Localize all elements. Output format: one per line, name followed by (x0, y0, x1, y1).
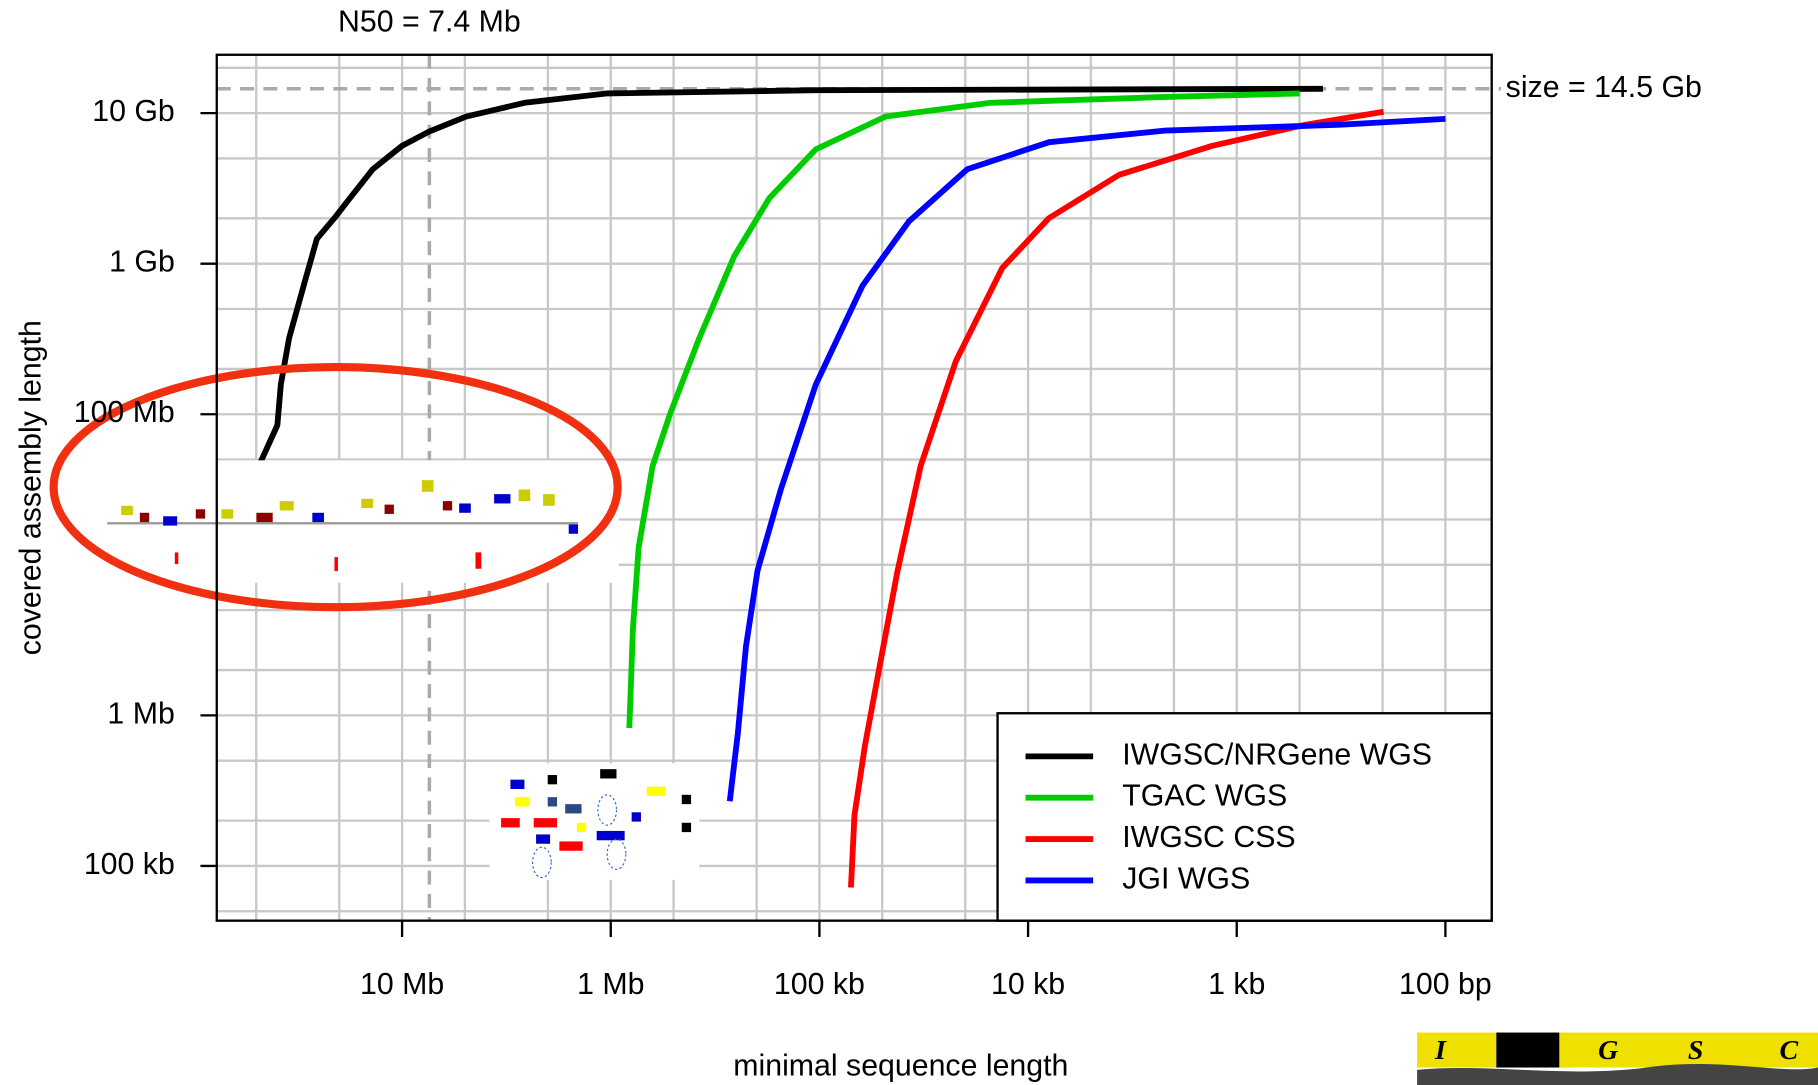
overlay (49, 363, 700, 880)
feature (139, 512, 150, 523)
feature (442, 501, 453, 511)
logo-letter: I (1434, 1035, 1447, 1066)
feature (459, 503, 471, 513)
block (576, 822, 587, 833)
block (547, 797, 558, 807)
feature (174, 552, 179, 565)
legend-label: JGI WGS (1122, 862, 1250, 895)
logo-box (1496, 1032, 1560, 1068)
block (600, 769, 617, 779)
mark-circle (531, 846, 552, 879)
n50-label: N50 = 7.4 Mb (338, 5, 521, 38)
logo-band (1417, 1032, 1818, 1068)
y-axis-title: covered assembly length (15, 320, 48, 655)
scaffold-blocks (501, 769, 692, 879)
feature (163, 516, 178, 526)
feature (279, 501, 294, 511)
legend-label: TGAC WGS (1122, 780, 1287, 813)
y-tick-label: 1 Mb (107, 697, 174, 730)
size-label: size = 14.5 Gb (1506, 71, 1702, 104)
legend-box (996, 712, 1493, 922)
series-line (848, 108, 1385, 888)
block (559, 841, 583, 851)
feature (475, 552, 482, 569)
logo-letter: C (1780, 1035, 1799, 1066)
curves (256, 85, 1446, 888)
logo-letter: W (1508, 1035, 1535, 1066)
logo-texture (1417, 1064, 1818, 1085)
series-line (256, 85, 1323, 468)
feature (121, 505, 133, 516)
track-line (107, 522, 579, 525)
x-tick-label: 100 kb (774, 968, 865, 1001)
block (533, 818, 558, 828)
mark-circle (606, 838, 627, 870)
feature (568, 524, 579, 534)
feature (421, 480, 434, 492)
feature (384, 504, 394, 514)
block (547, 775, 558, 785)
x-tick-label: 1 kb (1208, 968, 1265, 1001)
feature (312, 512, 324, 523)
x-axis-title: minimal sequence length (733, 1050, 1068, 1083)
logo-letter: S (1688, 1035, 1704, 1066)
legend-label: IWGSC CSS (1122, 821, 1295, 854)
block (536, 834, 551, 844)
overlay-panel (489, 763, 700, 880)
y-tick-label: 100 Mb (74, 396, 175, 429)
plot-frame (215, 53, 1493, 922)
block (501, 818, 520, 828)
x-tick-label: 10 kb (991, 968, 1065, 1001)
block (510, 779, 525, 789)
x-tick-label: 1 Mb (577, 968, 644, 1001)
y-tick-label: 10 Gb (92, 95, 175, 128)
browser-track (107, 480, 579, 572)
block (646, 786, 666, 796)
feature (361, 498, 373, 509)
block (681, 794, 692, 805)
block (631, 812, 641, 822)
x-tick-label: 10 Mb (360, 968, 444, 1001)
block (515, 797, 530, 807)
frame: 10 Mb 1 Mb 100 kb 10 kb 1 kb 100 bp 10 Gb 1 Gb 1… (74, 53, 1493, 1001)
block (596, 830, 625, 841)
block (565, 804, 582, 814)
feature (256, 512, 273, 523)
feature (494, 494, 511, 504)
x-tick-label: 100 bp (1399, 968, 1492, 1001)
y-tick-label: 100 kb (84, 848, 175, 881)
series-line (726, 115, 1446, 802)
feature (334, 557, 338, 572)
y-tick-label: 1 Gb (109, 246, 175, 279)
logo-letter: G (1598, 1035, 1618, 1066)
series-line (626, 90, 1300, 729)
highlight-ellipse (49, 363, 622, 612)
block (681, 822, 692, 833)
mark-circle (597, 794, 618, 826)
feature (195, 509, 206, 519)
feature (221, 509, 234, 519)
feature (518, 489, 531, 502)
legend-label: IWGSC/NRGene WGS (1122, 738, 1432, 771)
feature (543, 494, 555, 506)
